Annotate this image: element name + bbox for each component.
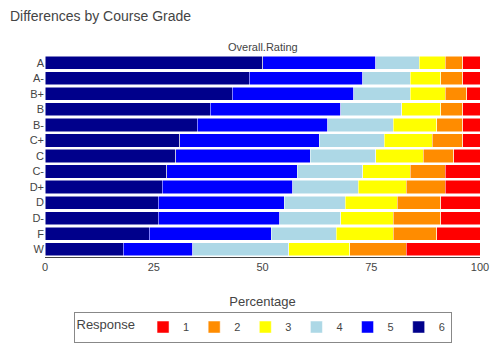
svg-text:100: 100 bbox=[471, 261, 489, 273]
svg-text:2: 2 bbox=[234, 321, 240, 333]
svg-text:3: 3 bbox=[285, 321, 291, 333]
svg-text:D-: D- bbox=[32, 212, 44, 224]
svg-text:25: 25 bbox=[148, 261, 160, 273]
svg-text:Response: Response bbox=[77, 317, 136, 332]
svg-text:C: C bbox=[36, 150, 44, 162]
svg-text:C+: C+ bbox=[30, 134, 44, 146]
svg-text:Percentage: Percentage bbox=[229, 294, 296, 309]
svg-text:5: 5 bbox=[388, 321, 394, 333]
svg-text:0: 0 bbox=[42, 261, 48, 273]
svg-text:A: A bbox=[37, 57, 45, 69]
svg-text:A-: A- bbox=[33, 72, 44, 84]
svg-text:4: 4 bbox=[336, 321, 342, 333]
svg-text:Differences by Course Grade: Differences by Course Grade bbox=[10, 8, 191, 24]
svg-text:B: B bbox=[37, 103, 44, 115]
svg-text:75: 75 bbox=[365, 261, 377, 273]
svg-text:F: F bbox=[37, 228, 44, 240]
svg-text:1: 1 bbox=[183, 321, 189, 333]
svg-text:W: W bbox=[34, 243, 45, 255]
svg-text:Overall.Rating: Overall.Rating bbox=[228, 41, 298, 53]
svg-text:B+: B+ bbox=[30, 88, 44, 100]
svg-text:C-: C- bbox=[32, 165, 44, 177]
svg-text:D: D bbox=[36, 196, 44, 208]
svg-text:6: 6 bbox=[439, 321, 445, 333]
svg-text:B-: B- bbox=[33, 119, 44, 131]
svg-text:D+: D+ bbox=[30, 181, 44, 193]
svg-text:50: 50 bbox=[256, 261, 268, 273]
